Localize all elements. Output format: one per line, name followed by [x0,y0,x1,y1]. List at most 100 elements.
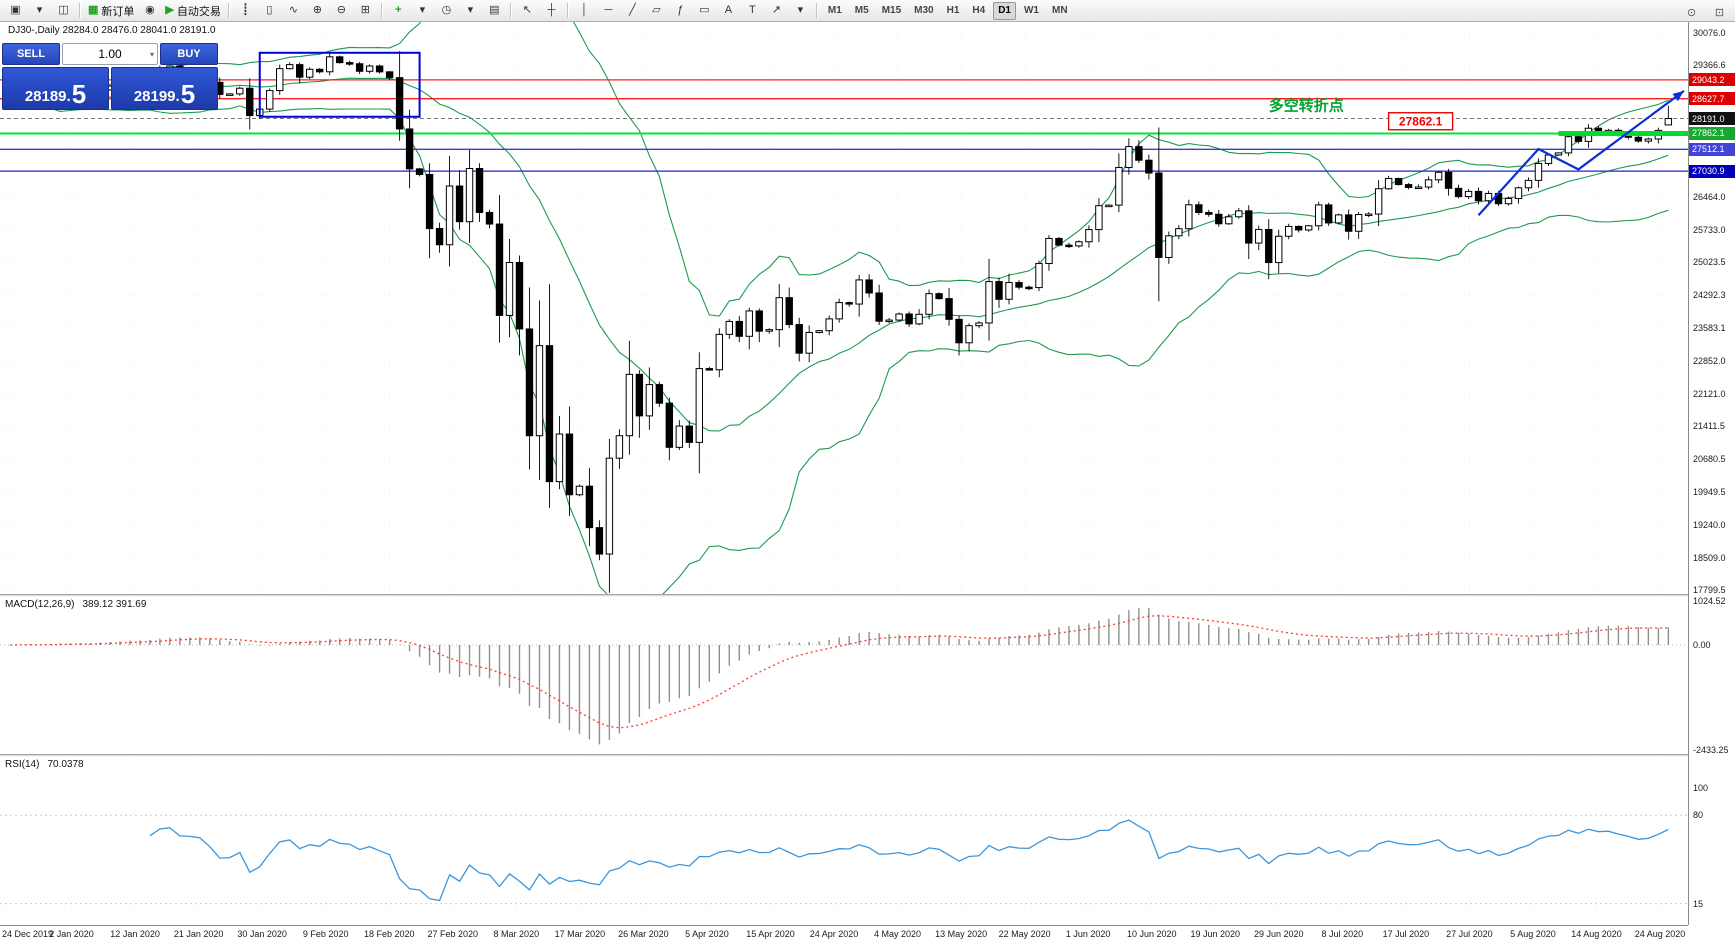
date-axis-label: 15 Apr 2020 [746,929,795,939]
timeframe-button-m30[interactable]: M30 [914,5,934,16]
volume-input[interactable]: 1.00 ▾ [62,43,158,65]
date-axis-label: 26 Mar 2020 [618,929,669,939]
trend-arrow-line[interactable] [1477,90,1685,216]
timeframe-button-m5[interactable]: M5 [854,5,869,16]
indicators-add-icon[interactable]: + [387,1,410,21]
new-order-button[interactable]: ▦ 新订单 [85,1,137,21]
toolbar-separator [509,3,512,18]
periods-dropdown-icon: ▾ [467,4,474,16]
arrows-dropdown-icon[interactable]: ▾ [789,1,812,21]
horizontal-line-icon: ─ [604,4,613,16]
fibonacci-icon[interactable]: ƒ [669,1,692,21]
rsi-line [149,819,1669,902]
date-axis-label: 30 Jan 2020 [237,929,287,939]
data-window-icon[interactable]: ⊡ [1714,6,1725,19]
timeframe-button-m15[interactable]: M15 [881,5,902,16]
grid [0,757,1688,924]
date-axis-label: 21 Jan 2020 [173,929,224,939]
rsi-panel[interactable] [0,757,1688,924]
timeframe-button-w1[interactable]: W1 [1023,5,1039,16]
macd-axis-label: 0.00 [1693,640,1711,650]
price-badge: 28627.7 [1689,92,1735,106]
profiles-icon[interactable]: ◫ [52,1,75,21]
turning-point-label[interactable]: 多空转折点 [1269,96,1344,114]
toolbar-separator [227,3,230,18]
vertical-line-icon[interactable]: │ [573,1,596,21]
arrows-icon: ↗ [771,4,781,16]
timeframe-button-mn[interactable]: MN [1051,5,1068,16]
main-toolbar: ▣ ▾ ◫ ▦ 新订单 ◉ ▶ 自动交易 ┋ ▯ ∿ ⊕ ⊖ ⊞ + ▾ ◷ ▾ ▤ ↖ ┼ │ ─ ╱ ▱ ƒ ▭ A T ↗ ▾ M1 M5… [0,0,1735,22]
rsi-axis-label: 100 [1693,783,1709,793]
candlestick-chart-icon[interactable]: ▯ [258,1,281,21]
timeframe-button-d1[interactable]: D1 [993,1,1016,20]
price-axis[interactable]: 30076.0 29366.6 26464.0 25733.0 25023.5 24292… [1688,22,1735,925]
trendline-icon[interactable]: ╱ [621,1,644,21]
periods-icon[interactable]: ◷ [435,1,458,21]
price-axis-label: 22121.0 [1693,388,1726,399]
bar-chart-icon[interactable]: ┋ [234,1,257,21]
zoom-in-icon[interactable]: ⊕ [306,1,329,21]
buy-button[interactable]: BUY [160,43,218,65]
crosshair-icon[interactable]: ┼ [540,1,563,21]
panel-separator[interactable] [0,754,1688,757]
date-axis-label: 24 Aug 2020 [1634,929,1686,939]
arrows-icon[interactable]: ↗ [765,1,788,21]
price-badge: 27862.1 [1689,126,1735,140]
trend-arrowhead [1672,90,1684,102]
volume-dropdown-icon[interactable]: ▾ [149,49,154,59]
chart-settings-icon[interactable]: ▤ [483,1,506,21]
date-axis-label: 24 Dec 2019 [2,929,54,939]
indicators-dropdown-icon[interactable]: ▾ [411,1,434,21]
rsi-axis-label: 80 [1693,810,1704,821]
indicators-add-icon: + [395,4,402,16]
text-icon[interactable]: A [717,1,740,21]
horizontal-line-icon[interactable]: ─ [597,1,620,21]
price-axis-label: 24292.3 [1693,290,1726,301]
timeframe-button-h1[interactable]: H1 [946,5,960,16]
channel-icon[interactable]: ▱ [645,1,668,21]
price-badge: 28191.0 [1689,112,1735,126]
chart-window-icon[interactable]: ▣ [4,1,27,21]
price-axis-label: 17799.5 [1693,585,1726,595]
price-flag-box[interactable] [1387,112,1454,131]
periods-dropdown-icon[interactable]: ▾ [459,1,482,21]
timeframe-button-h4[interactable]: H4 [972,5,986,16]
magnifier-icon[interactable]: ⊙ [1686,6,1697,19]
macd-axis-label: 1024.52 [1693,595,1726,606]
macd-values: 389.12 391.69 [82,599,147,610]
cursor-icon[interactable]: ↖ [516,1,539,21]
rsi-indicator-label: RSI(14) 70.0378 [5,759,84,770]
line-chart-icon[interactable]: ∿ [282,1,305,21]
panel-separator[interactable] [0,594,1688,597]
line-chart-icon: ∿ [288,4,298,16]
macd-axis-label: -2433.25 [1693,744,1729,755]
date-axis[interactable]: 24 Dec 2019 2 Jan 2020 12 Jan 2020 21 Jan 2… [0,925,1688,943]
date-axis-label: 27 Jul 2020 [1446,929,1493,939]
main-chart[interactable]: 多空转折点 27862.1 [0,22,1688,594]
consolidation-rectangle[interactable] [258,51,421,118]
macd-histogram [19,607,1670,745]
price-axis-label: 22852.0 [1693,355,1726,366]
text-label-icon[interactable]: T [741,1,764,21]
fibonacci-icon: ƒ [677,4,684,16]
sell-button[interactable]: SELL [2,43,60,65]
timeframe-button-m1[interactable]: M1 [827,5,842,16]
buy-price[interactable]: 28199. 5 [111,67,218,110]
zoom-out-icon[interactable]: ⊖ [330,1,353,21]
price-axis-label: 23583.1 [1693,322,1726,333]
sell-price-big-digit: 5 [71,78,87,109]
sell-price[interactable]: 28189. 5 [2,67,109,110]
indicators-dropdown-icon: ▾ [419,4,426,16]
date-axis-label: 12 Jan 2020 [110,929,160,939]
horizontal-lines[interactable] [0,79,1688,172]
price-badge: 27030.9 [1689,164,1735,178]
chart-window-dropdown-icon[interactable]: ▾ [28,1,51,21]
date-axis-label: 9 Feb 2020 [302,929,349,939]
macd-panel[interactable] [0,597,1688,754]
tile-windows-icon[interactable]: ⊞ [354,1,377,21]
expert-advisors-icon[interactable]: ◉ [138,1,161,21]
vertical-line-icon: │ [580,4,588,16]
autotrading-button[interactable]: ▶ 自动交易 [162,1,223,21]
shapes-icon[interactable]: ▭ [693,1,716,21]
date-axis-label: 5 Apr 2020 [685,929,729,939]
